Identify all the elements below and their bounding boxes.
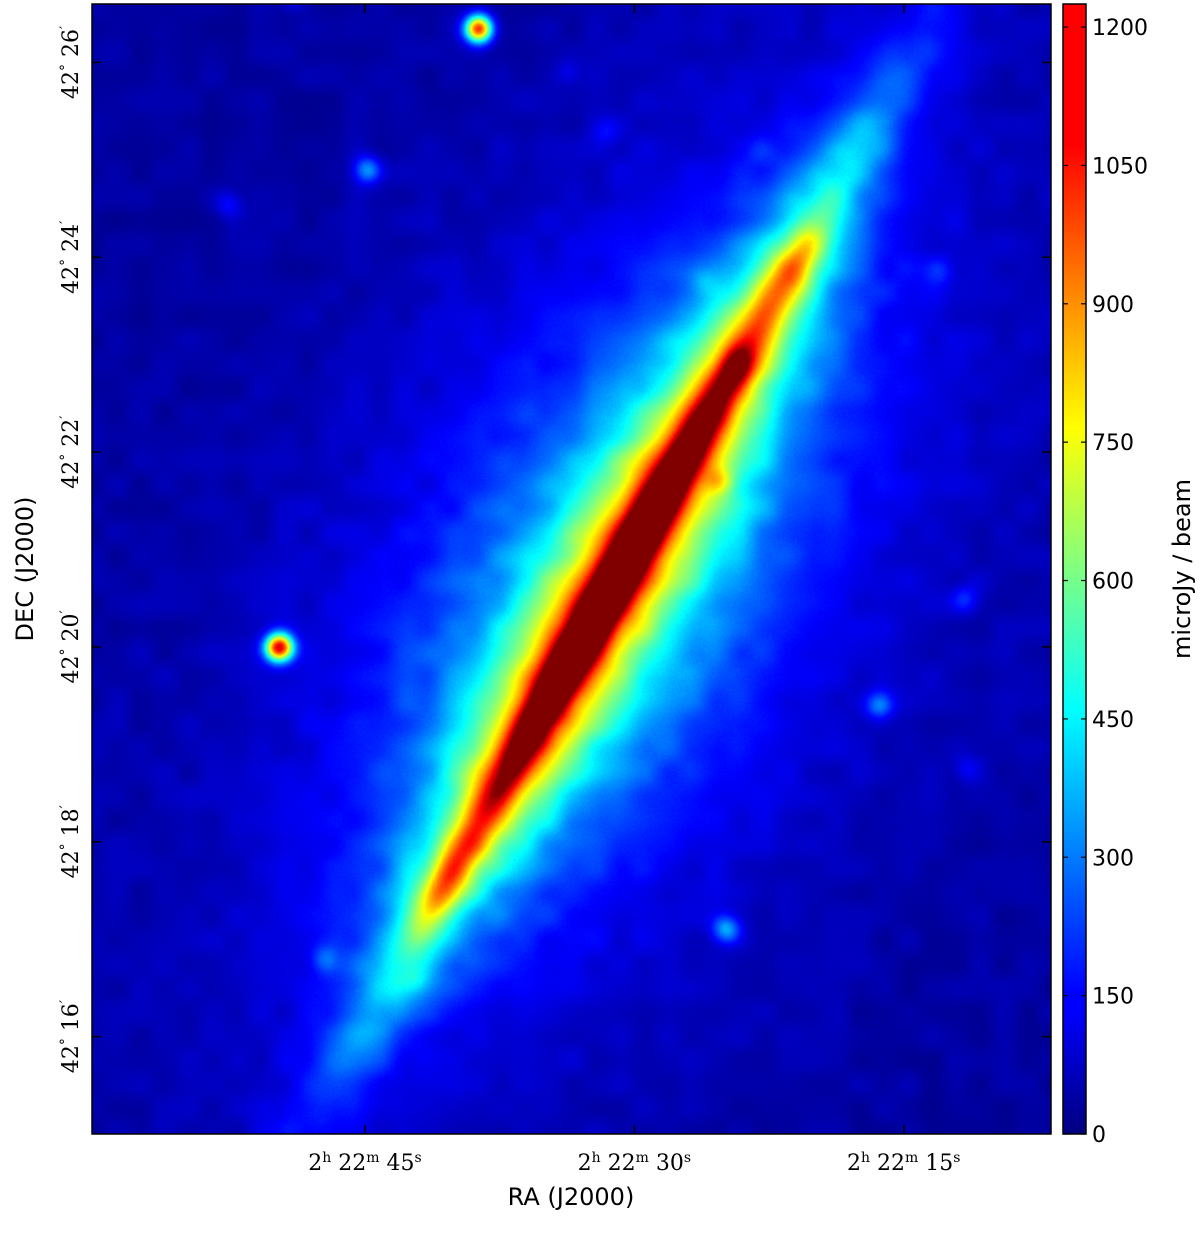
colorbar-tick-label: 900 bbox=[1092, 293, 1134, 318]
colorbar-tick-label: 1050 bbox=[1092, 154, 1148, 179]
colorbar-scale bbox=[1062, 3, 1087, 1135]
plot-frame bbox=[91, 3, 1052, 1135]
x-tick-label: 2h 22m 45s bbox=[308, 1150, 422, 1176]
colorbar-tick-label: 150 bbox=[1092, 985, 1134, 1010]
y-tick-label: 42° 16′ bbox=[58, 1000, 84, 1073]
y-tick-label: 42° 22′ bbox=[58, 416, 84, 489]
colorbar-ticks: 0 150 300 450 600 750 900 1050 1200 bbox=[1063, 16, 1148, 1148]
intensity-heatmap bbox=[92, 4, 1051, 1134]
plot-area bbox=[91, 3, 1052, 1135]
y-axis-title: DEC (J2000) bbox=[11, 497, 39, 642]
y-tick-label: 42° 24′ bbox=[58, 221, 84, 294]
colorbar-tick-label: 600 bbox=[1092, 570, 1134, 595]
x-tick-label: 2h 22m 30s bbox=[578, 1150, 692, 1176]
colorbar-tick-label: 0 bbox=[1092, 1123, 1106, 1148]
colorbar-tick-label: 300 bbox=[1092, 846, 1134, 871]
y-tick-label: 42° 18′ bbox=[58, 805, 84, 878]
colorbar-tick-label: 750 bbox=[1092, 431, 1134, 456]
y-tick-label: 42° 26′ bbox=[58, 26, 84, 99]
colorbar-title: microJy / beam bbox=[1168, 479, 1196, 659]
dec-axis-ticks: 42° 16′ 42° 18′ 42° 20′ 42° 22′ 42° 24′ 42° 2… bbox=[58, 26, 1051, 1073]
y-tick-label: 42° 20′ bbox=[58, 610, 84, 683]
colorbar: 0 150 300 450 600 750 900 1050 1200 microJy / be… bbox=[1062, 3, 1196, 1148]
colorbar-tick-label: 1200 bbox=[1092, 16, 1148, 41]
x-axis-title: RA (J2000) bbox=[508, 1183, 635, 1211]
colorbar-tick-label: 450 bbox=[1092, 708, 1134, 733]
x-tick-label: 2h 22m 15s bbox=[847, 1150, 961, 1176]
ra-axis-ticks: 2h 22m 45s 2h 22m 30s 2h 22m 15s bbox=[308, 4, 960, 1176]
